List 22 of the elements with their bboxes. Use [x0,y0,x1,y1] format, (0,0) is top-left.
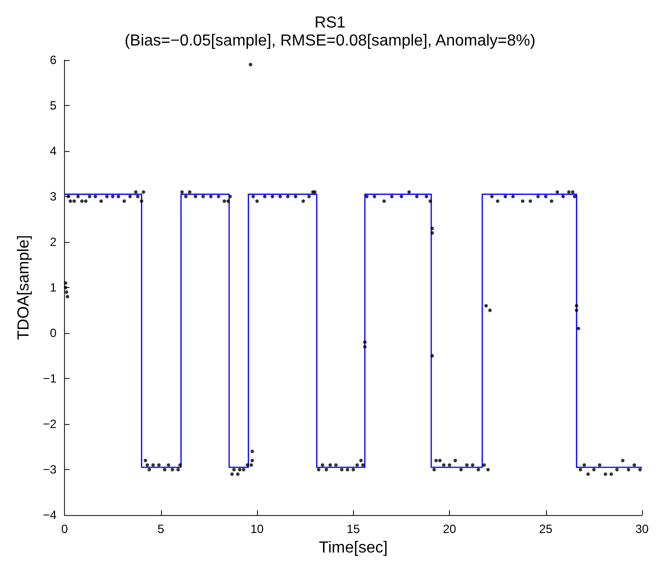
x-axis-title: Time[sec] [318,540,388,556]
y-tick-label: 0 [50,326,57,340]
x-tick-label: 20 [442,522,457,536]
y-tick-label: −3 [42,462,57,477]
x-tick-label: 30 [635,522,649,536]
y-tick-label: 4 [50,144,57,158]
y-axis-title: TDOA[sample] [16,235,32,340]
x-tick-label: 10 [250,522,264,536]
x-tick-label: 15 [346,522,360,536]
y-tick-label: −4 [42,508,57,522]
y-tick-label: 2 [50,235,57,250]
y-tick-label: 3 [50,190,57,204]
x-tick-label: 25 [539,522,553,536]
y-tick-label: 6 [50,53,57,67]
y-tick-label: −2 [42,417,57,432]
y-tick-label: 1 [50,280,57,295]
x-tick-label: 0 [61,522,68,536]
chart-subtitle: (Bias=−0.05[sample], RMSE=0.08[sample], Anomaly=8%) [124,32,536,50]
chart-title: RS1 [314,14,346,32]
x-tick-label: 5 [157,522,164,536]
y-tick-label: −1 [42,372,57,386]
y-tick-label: 5 [50,98,57,113]
